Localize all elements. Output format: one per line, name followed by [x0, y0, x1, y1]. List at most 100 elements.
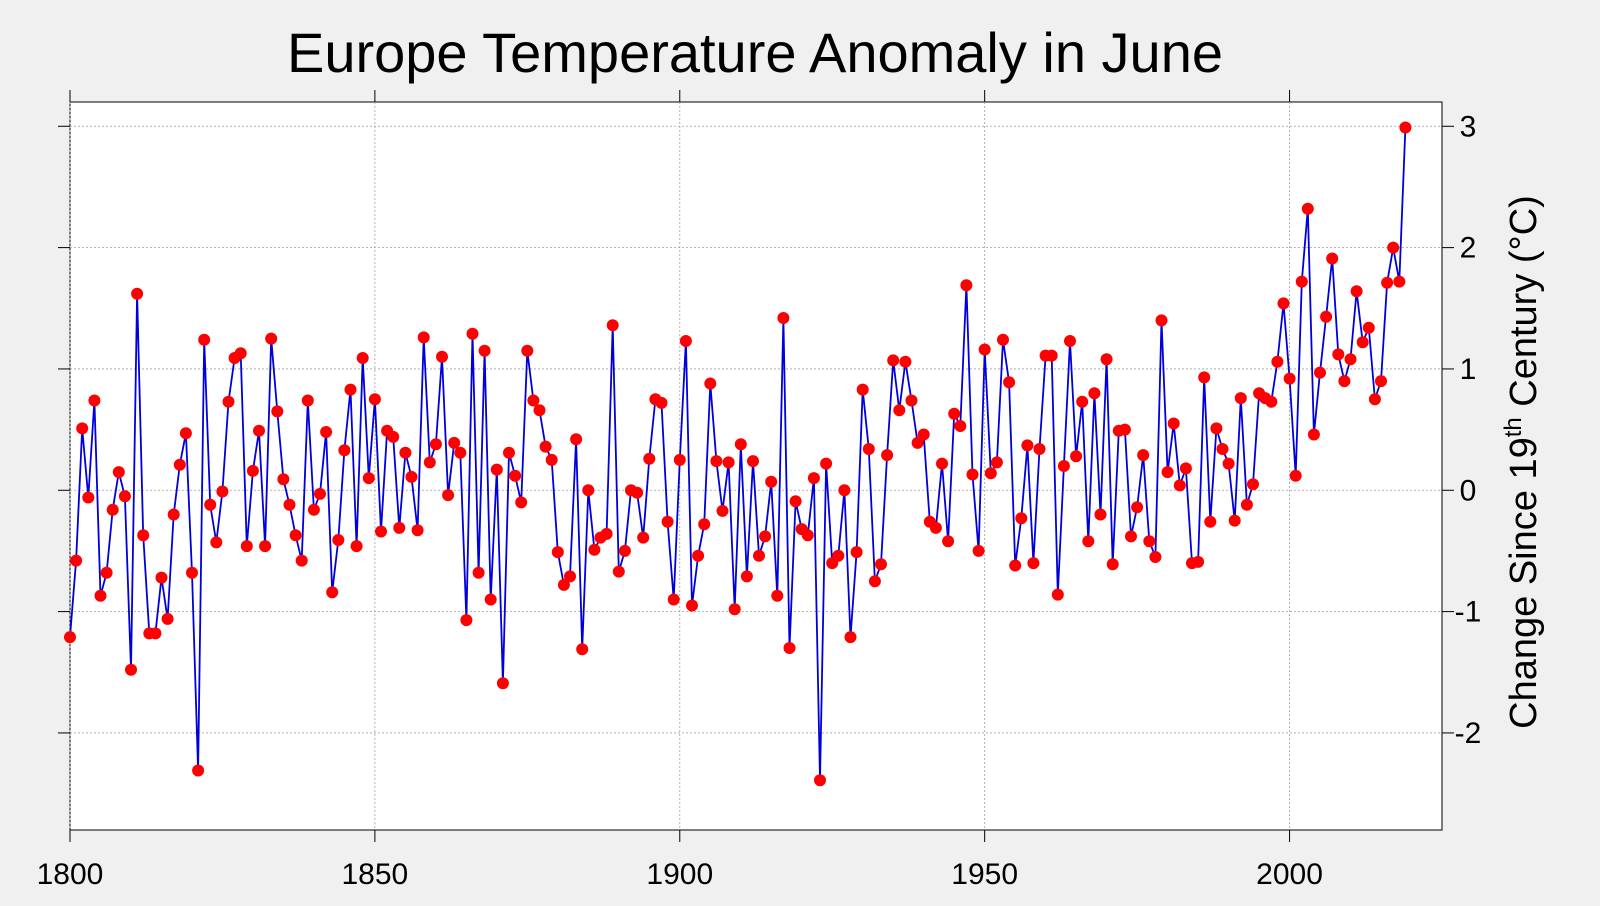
data-point [259, 540, 272, 553]
data-point [1149, 551, 1162, 563]
data-point [1045, 349, 1058, 362]
data-point [1009, 559, 1022, 572]
data-point [551, 546, 564, 559]
data-point [545, 453, 558, 466]
data-point [1015, 512, 1028, 525]
y-tick-label: 0 [1460, 474, 1477, 507]
data-point [1082, 535, 1095, 548]
x-tick-label: 1900 [646, 858, 713, 891]
data-point [576, 643, 589, 656]
data-point [856, 383, 869, 396]
data-point [246, 464, 259, 477]
data-point [1222, 457, 1235, 470]
data-point [277, 473, 290, 486]
data-point [740, 570, 753, 583]
data-point [759, 530, 772, 543]
data-point [393, 521, 406, 534]
data-point [564, 570, 576, 583]
data-point [1234, 392, 1247, 405]
data-point [807, 472, 820, 485]
y-tick-label: 1 [1460, 353, 1477, 386]
data-point [125, 663, 137, 676]
data-point [997, 333, 1009, 346]
y-axis-title: Change Since 19th Century (°C) [1500, 195, 1545, 729]
data-point [893, 404, 906, 417]
data-point [527, 394, 540, 407]
data-point [618, 544, 631, 557]
data-point [1192, 555, 1205, 568]
data-point [978, 343, 991, 356]
data-point [606, 319, 619, 332]
data-point [1161, 466, 1174, 479]
data-point [747, 455, 759, 468]
data-point [972, 544, 985, 557]
data-point [1301, 202, 1314, 215]
data-point [167, 508, 180, 521]
data-point [234, 347, 247, 360]
data-point [1210, 422, 1223, 435]
data-point [862, 443, 875, 455]
data-point [411, 524, 424, 537]
data-point [917, 428, 930, 441]
data-point [1295, 275, 1308, 288]
data-point [1320, 310, 1333, 323]
data-point [777, 312, 790, 324]
data-point [1277, 297, 1290, 310]
data-point [1064, 335, 1076, 347]
data-point [1106, 558, 1119, 571]
data-point [368, 393, 381, 406]
data-point [765, 475, 778, 488]
y-tick-label: 3 [1460, 110, 1477, 143]
data-point [88, 394, 101, 407]
x-tick-label: 1850 [342, 858, 409, 891]
data-point [356, 352, 369, 364]
data-point [1033, 443, 1046, 455]
data-point [905, 394, 918, 407]
data-point [1003, 376, 1016, 389]
data-point [210, 536, 223, 549]
data-point [832, 549, 845, 562]
data-point [1344, 353, 1357, 366]
data-point [643, 452, 656, 465]
data-point [942, 535, 955, 548]
data-point [82, 491, 95, 504]
data-point [557, 578, 570, 591]
series-line [69, 127, 1407, 782]
data-point [850, 546, 863, 559]
data-point [1057, 460, 1070, 472]
data-point-markers [64, 121, 1412, 787]
data-point [1271, 355, 1284, 368]
data-point [954, 420, 967, 432]
data-point [1399, 121, 1412, 134]
data-point [1387, 241, 1400, 254]
data-point [460, 614, 473, 627]
data-point [131, 287, 144, 300]
data-point [887, 354, 900, 367]
data-point [600, 527, 613, 540]
data-point [1094, 508, 1107, 521]
data-point [881, 449, 894, 462]
data-point [1247, 478, 1259, 491]
data-point [478, 344, 491, 357]
data-point [1173, 479, 1186, 492]
data-point [1076, 395, 1089, 408]
data-point [911, 436, 924, 449]
x-tick-label: 1950 [951, 858, 1018, 891]
data-point [112, 466, 125, 479]
data-point [1204, 515, 1217, 528]
data-point [405, 470, 418, 483]
data-point [100, 566, 113, 579]
data-point [70, 554, 83, 567]
data-point [387, 430, 400, 443]
axis-ticks [58, 90, 1454, 842]
data-point [295, 554, 308, 567]
data-point [588, 543, 601, 556]
data-point [1216, 443, 1229, 455]
data-point [155, 571, 168, 584]
data-point [1326, 252, 1339, 265]
data-point [118, 490, 131, 503]
data-point [612, 565, 625, 578]
data-point [240, 540, 253, 553]
data-point [679, 335, 692, 347]
